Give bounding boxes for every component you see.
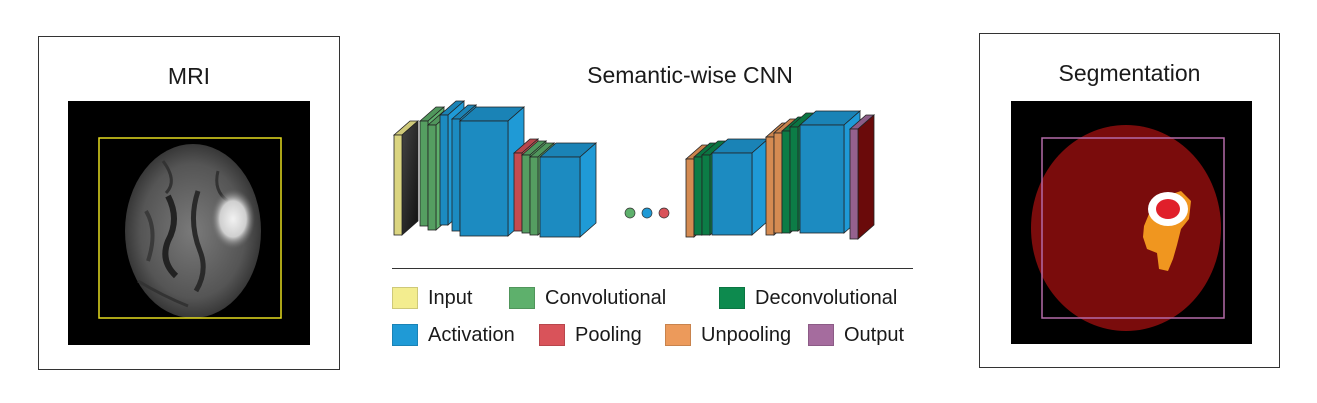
legend-swatch-unpooling (665, 324, 691, 346)
legend-label-output: Output (844, 323, 905, 346)
layer-activation-4 (538, 142, 598, 238)
mri-scan-image (68, 101, 310, 345)
legend-swatch-input (392, 287, 418, 309)
ellipsis-dot-green (624, 207, 636, 219)
legend-pooling: Pooling (539, 323, 642, 347)
legend-swatch-activation (392, 324, 418, 346)
segmentation-panel: Segmentation (979, 33, 1280, 368)
segmentation-title: Segmentation (1058, 60, 1201, 86)
ellipsis-dot-blue (641, 207, 653, 219)
legend-label-convolutional: Convolutional (545, 286, 667, 309)
seg-brain-region (1031, 125, 1221, 331)
legend-swatch-deconvolutional (719, 287, 745, 309)
legend-label-activation: Activation (428, 323, 515, 346)
legend-input: Input (392, 286, 472, 310)
ellipsis-dots (624, 207, 670, 219)
layer-activation-3 (458, 106, 526, 237)
mri-title: MRI (167, 63, 211, 89)
ellipsis-dot-red (658, 207, 670, 219)
legend-swatch-output (808, 324, 834, 346)
layer-activation-5 (710, 138, 770, 236)
seg-tumor-core (1156, 199, 1180, 219)
mri-bounding-box (98, 137, 282, 319)
legend-separator (392, 268, 913, 269)
segmentation-image (1011, 101, 1252, 344)
legend-swatch-pooling (539, 324, 565, 346)
legend-output: Output (808, 323, 904, 347)
legend-activation: Activation (392, 323, 515, 347)
legend-label-pooling: Pooling (575, 323, 642, 346)
legend-deconvolutional: Deconvolutional (719, 286, 897, 310)
mri-panel: MRI (38, 36, 340, 370)
legend-label-deconvolutional: Deconvolutional (755, 286, 898, 309)
layer-input (392, 120, 420, 236)
layer-output (848, 114, 876, 240)
legend-convolutional: Convolutional (509, 286, 666, 310)
cnn-architecture-diagram (392, 100, 876, 240)
seg-bounding-box (1041, 137, 1225, 319)
legend-label-input: Input (428, 286, 473, 309)
legend-unpooling: Unpooling (665, 323, 791, 347)
cnn-title: Semantic-wise CNN (587, 62, 793, 88)
legend-swatch-convolutional (509, 287, 535, 309)
legend-label-unpooling: Unpooling (701, 323, 792, 346)
